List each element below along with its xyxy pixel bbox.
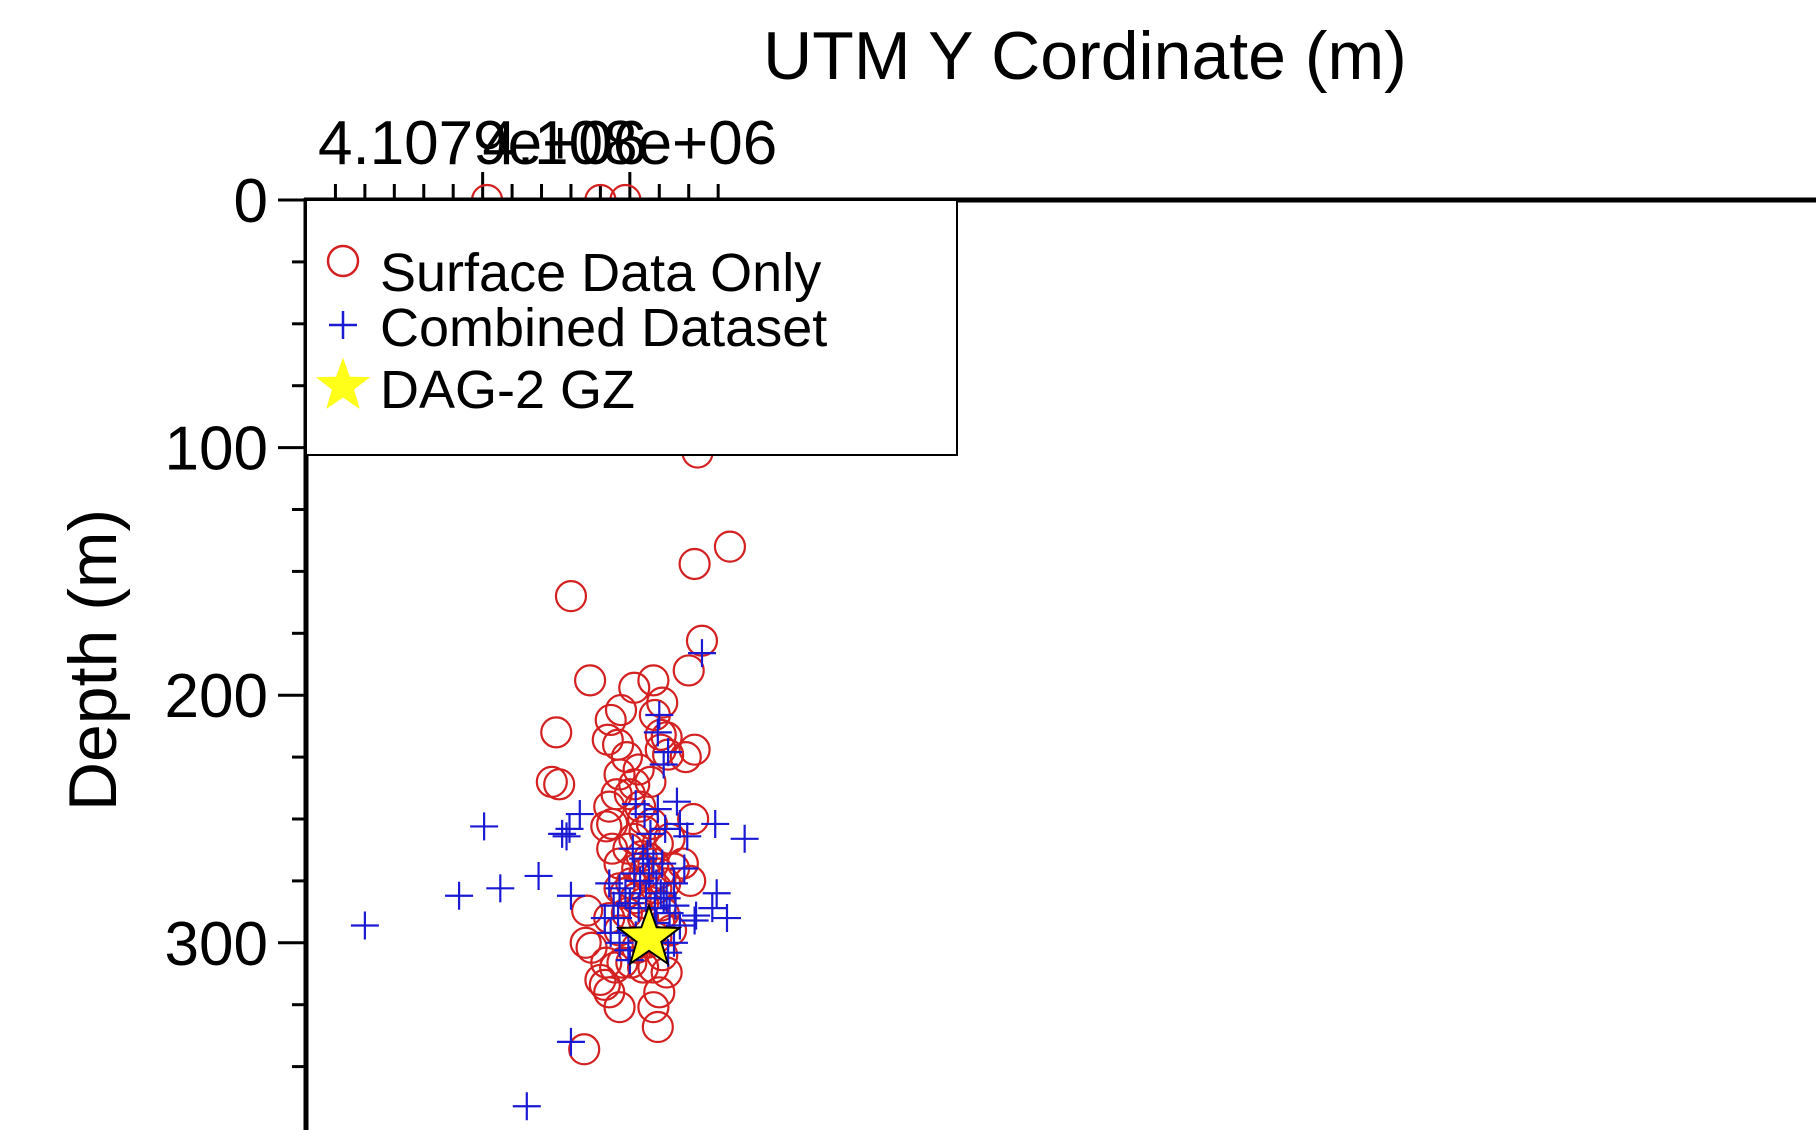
surface-data-point: [644, 718, 677, 751]
combined-data-point: [649, 750, 678, 779]
surface-data-point: [674, 864, 707, 898]
surface-data-point: [672, 654, 705, 687]
legend-label-combined: Combined Dataset: [380, 298, 827, 358]
combined-data-point: [548, 819, 577, 848]
combined-data-point: [665, 809, 694, 838]
surface-data-point: [568, 1033, 601, 1066]
surface-data-point: [669, 740, 702, 774]
surface-data-point: [606, 946, 639, 979]
surface-data-point: [543, 768, 576, 801]
surface-data-point: [618, 671, 651, 704]
y-tick-label: 200: [165, 662, 268, 731]
combined-data-point: [687, 639, 716, 668]
legend-star-marker: [315, 357, 371, 409]
surface-data-point: [540, 716, 573, 749]
combined-data-point: [649, 884, 678, 913]
surface-data-point: [678, 547, 711, 581]
legend-item-gz: DAG-2 GZ: [315, 357, 635, 420]
y-tick-label: 0: [234, 167, 268, 236]
surface-data-point: [594, 703, 627, 737]
combined-data-point: [651, 814, 680, 843]
y-axis-tick-labels: 0 100 200 300: [165, 167, 268, 979]
dag2-gz-star: [615, 902, 683, 967]
combined-data-point: [524, 861, 553, 890]
surface-data-point: [554, 580, 588, 613]
data-points: [350, 183, 759, 1121]
combined-data-point: [470, 812, 499, 841]
combined-data-point: [673, 822, 702, 851]
legend-circle-marker: [326, 244, 360, 278]
combined-data-point: [621, 790, 650, 819]
combined-data-point: [662, 787, 691, 816]
surface-data-point: [593, 790, 626, 823]
combined-data-point: [552, 822, 581, 851]
combined-data-point: [680, 906, 709, 935]
combined-data-point: [350, 911, 379, 940]
combined-data-point: [660, 928, 688, 957]
combined-data-point: [730, 824, 759, 853]
combined-data-point: [646, 879, 675, 908]
x-tick-label: 4.1079e+06: [318, 109, 647, 178]
x-axis-tick-labels: 4.1079e+064.108e+06: [318, 109, 777, 178]
combined-data-point: [556, 1027, 585, 1056]
combined-data-point: [555, 814, 584, 843]
combined-data-point: [670, 854, 699, 883]
legend: Surface Data Only Combined Dataset DAG-2…: [305, 199, 958, 456]
surface-data-point: [713, 530, 747, 563]
legend-plus-marker: [329, 311, 357, 339]
combined-data-point: [648, 849, 677, 878]
combined-data-point: [665, 911, 694, 940]
legend-box: [305, 199, 958, 456]
surface-data-point: [678, 733, 711, 766]
surface-data-point: [622, 753, 655, 786]
legend-item-combined: Combined Dataset: [329, 298, 827, 358]
surface-data-point: [584, 963, 617, 997]
legend-label-gz: DAG-2 GZ: [380, 360, 635, 420]
surface-data-point: [590, 810, 623, 843]
surface-data-point: [604, 693, 638, 727]
surface-data-point: [637, 664, 670, 697]
combined-data-point: [556, 881, 585, 910]
combined-data-point: [512, 1092, 541, 1121]
surface-data-point: [613, 778, 646, 811]
combined-data-point: [682, 901, 711, 930]
surface-data-point: [573, 664, 607, 697]
combined-data-point: [486, 874, 515, 903]
y-tick-label: 100: [165, 415, 268, 484]
combined-data-point: [712, 904, 741, 933]
combined-data-point: [445, 881, 474, 910]
x-axis-title: UTM Y Cordinate (m): [763, 18, 1407, 94]
y-axis-ticks: [278, 198, 306, 1069]
combined-data-point: [643, 718, 672, 747]
surface-data-point: [569, 926, 602, 959]
combined-data-point: [636, 819, 665, 848]
y-axis-title: Depth (m): [55, 509, 131, 811]
combined-data-point: [701, 809, 730, 838]
combined-data-point: [565, 800, 594, 829]
surface-data-point: [596, 807, 629, 841]
combined-data-point: [698, 894, 727, 923]
surface-data-point: [637, 991, 670, 1024]
legend-item-surface: Surface Data Only: [326, 243, 821, 303]
combined-data-point: [702, 879, 731, 908]
surface-data-point: [641, 1010, 674, 1044]
combined-data-point: [645, 701, 674, 730]
surface-data-point: [603, 991, 636, 1024]
surface-data-point: [571, 894, 604, 927]
x-tick-label: 4.108e+06: [482, 109, 777, 178]
surface-data-point: [588, 968, 621, 1001]
legend-label-surface: Surface Data Only: [380, 243, 821, 303]
combined-data-point: [654, 738, 683, 767]
surface-data-point: [677, 802, 710, 836]
combined-data-point: [615, 946, 644, 975]
combined-data-point: [590, 904, 619, 933]
combined-data-point: [661, 891, 690, 920]
combined-data-point: [595, 869, 624, 898]
combined-data-point: [643, 795, 672, 824]
y-tick-label: 300: [165, 910, 268, 979]
surface-data-point: [643, 976, 676, 1009]
